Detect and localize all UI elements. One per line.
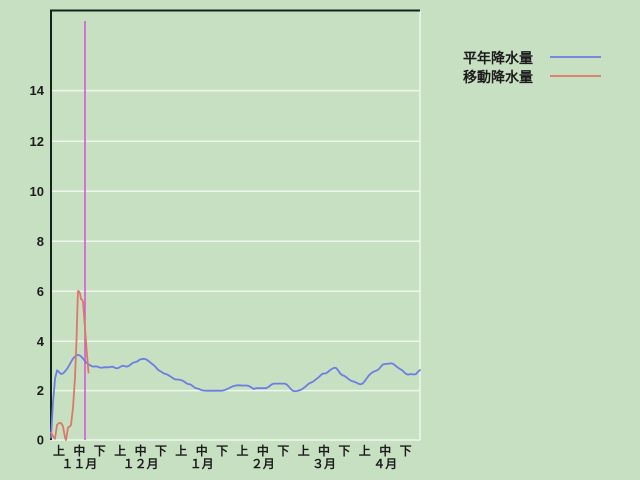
svg-text:４月: ４月 xyxy=(373,457,397,471)
svg-text:中: 中 xyxy=(257,443,269,458)
svg-text:２月: ２月 xyxy=(251,457,275,471)
svg-text:中: 中 xyxy=(196,443,208,458)
svg-text:１２月: １２月 xyxy=(123,457,159,471)
svg-text:下: 下 xyxy=(338,444,350,458)
svg-text:１１月: １１月 xyxy=(61,457,97,471)
svg-text:6: 6 xyxy=(37,284,44,299)
svg-text:上: 上 xyxy=(114,443,126,458)
svg-text:上: 上 xyxy=(53,443,65,458)
svg-text:上: 上 xyxy=(236,443,248,458)
svg-text:10: 10 xyxy=(30,184,44,199)
svg-text:下: 下 xyxy=(155,444,167,458)
svg-text:下: 下 xyxy=(277,444,289,458)
svg-text:中: 中 xyxy=(73,443,85,458)
svg-text:中: 中 xyxy=(318,443,330,458)
svg-text:0: 0 xyxy=(37,433,44,448)
svg-text:4: 4 xyxy=(37,334,45,349)
svg-text:平年降水量: 平年降水量 xyxy=(463,50,533,66)
svg-text:下: 下 xyxy=(216,444,228,458)
svg-text:１月: １月 xyxy=(190,457,214,471)
svg-text:３月: ３月 xyxy=(312,457,336,471)
svg-text:上: 上 xyxy=(359,443,371,458)
svg-text:下: 下 xyxy=(400,444,412,458)
svg-text:上: 上 xyxy=(298,443,310,458)
svg-text:14: 14 xyxy=(30,83,45,98)
svg-text:上: 上 xyxy=(175,443,187,458)
svg-text:中: 中 xyxy=(379,443,391,458)
svg-text:8: 8 xyxy=(37,234,44,249)
svg-text:下: 下 xyxy=(94,444,106,458)
svg-text:2: 2 xyxy=(37,383,44,398)
svg-text:12: 12 xyxy=(30,134,44,149)
svg-text:中: 中 xyxy=(135,443,147,458)
svg-text:移動降水量: 移動降水量 xyxy=(463,69,533,85)
